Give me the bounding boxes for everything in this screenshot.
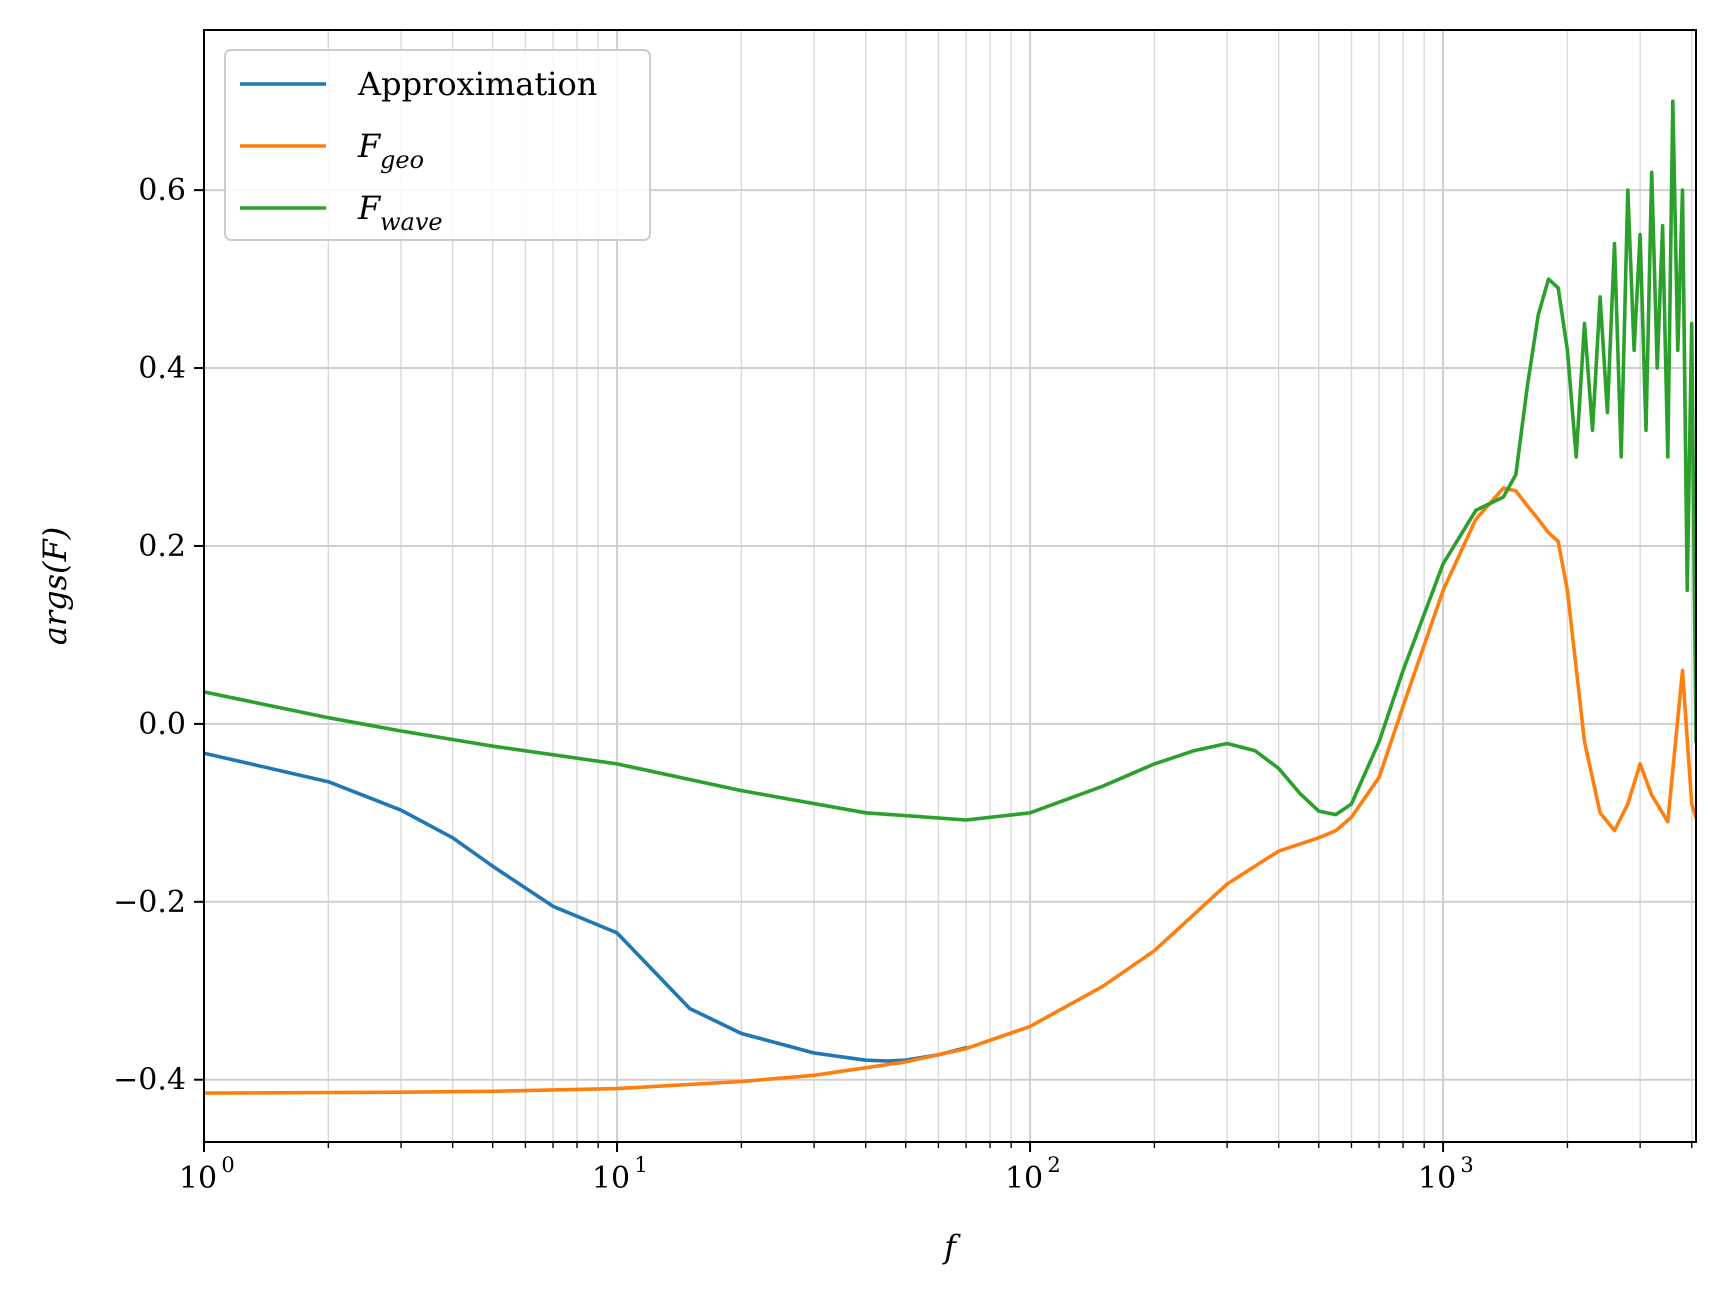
x-tick-label-base: 10 <box>1418 1161 1456 1196</box>
legend-entry-approximation: Approximation <box>357 65 597 103</box>
legend-label-sub: geo <box>380 146 424 174</box>
y-tick-label: 0.0 <box>138 707 186 742</box>
plot-frame <box>203 29 1697 1143</box>
series-line-fwave <box>204 99 1696 822</box>
x-tick-label: 10 2 <box>1005 1153 1061 1196</box>
x-tick-label-exponent: 0 <box>221 1153 234 1177</box>
y-tick-label: −0.4 <box>113 1063 186 1098</box>
y-tick-label: 0.2 <box>138 529 186 564</box>
legend-label-main: F <box>357 189 382 227</box>
x-tick-label-base: 10 <box>179 1161 217 1196</box>
x-tick-label-exponent: 2 <box>1047 1153 1060 1177</box>
legend-label-main: Approximation <box>357 65 597 103</box>
y-tick-label: 0.4 <box>138 351 186 386</box>
x-tick-label: 10 0 <box>179 1153 235 1196</box>
x-tick-label-base: 10 <box>1005 1161 1043 1196</box>
legend-box <box>224 49 651 241</box>
legend-label-main: F <box>357 127 382 165</box>
y-tick-label: 0.6 <box>138 173 186 208</box>
series-line-fgeo <box>204 486 1696 1095</box>
x-tick-label-exponent: 3 <box>1460 1153 1473 1177</box>
x-tick-label-exponent: 1 <box>634 1153 647 1177</box>
series-layer <box>204 99 1696 1095</box>
tick-layer: 10 0 10 1 10 2 10 3−0.4−0.20.00.20.40.6 <box>113 173 1693 1196</box>
x-tick-label-base: 10 <box>592 1161 630 1196</box>
y-axis-label: args(F) <box>36 527 74 645</box>
x-tick-label: 10 1 <box>592 1153 648 1196</box>
series-line-approximation <box>204 751 968 1063</box>
legend-label-sub: wave <box>380 208 443 236</box>
x-tick-label: 10 3 <box>1418 1153 1474 1196</box>
y-tick-label: −0.2 <box>113 885 186 920</box>
